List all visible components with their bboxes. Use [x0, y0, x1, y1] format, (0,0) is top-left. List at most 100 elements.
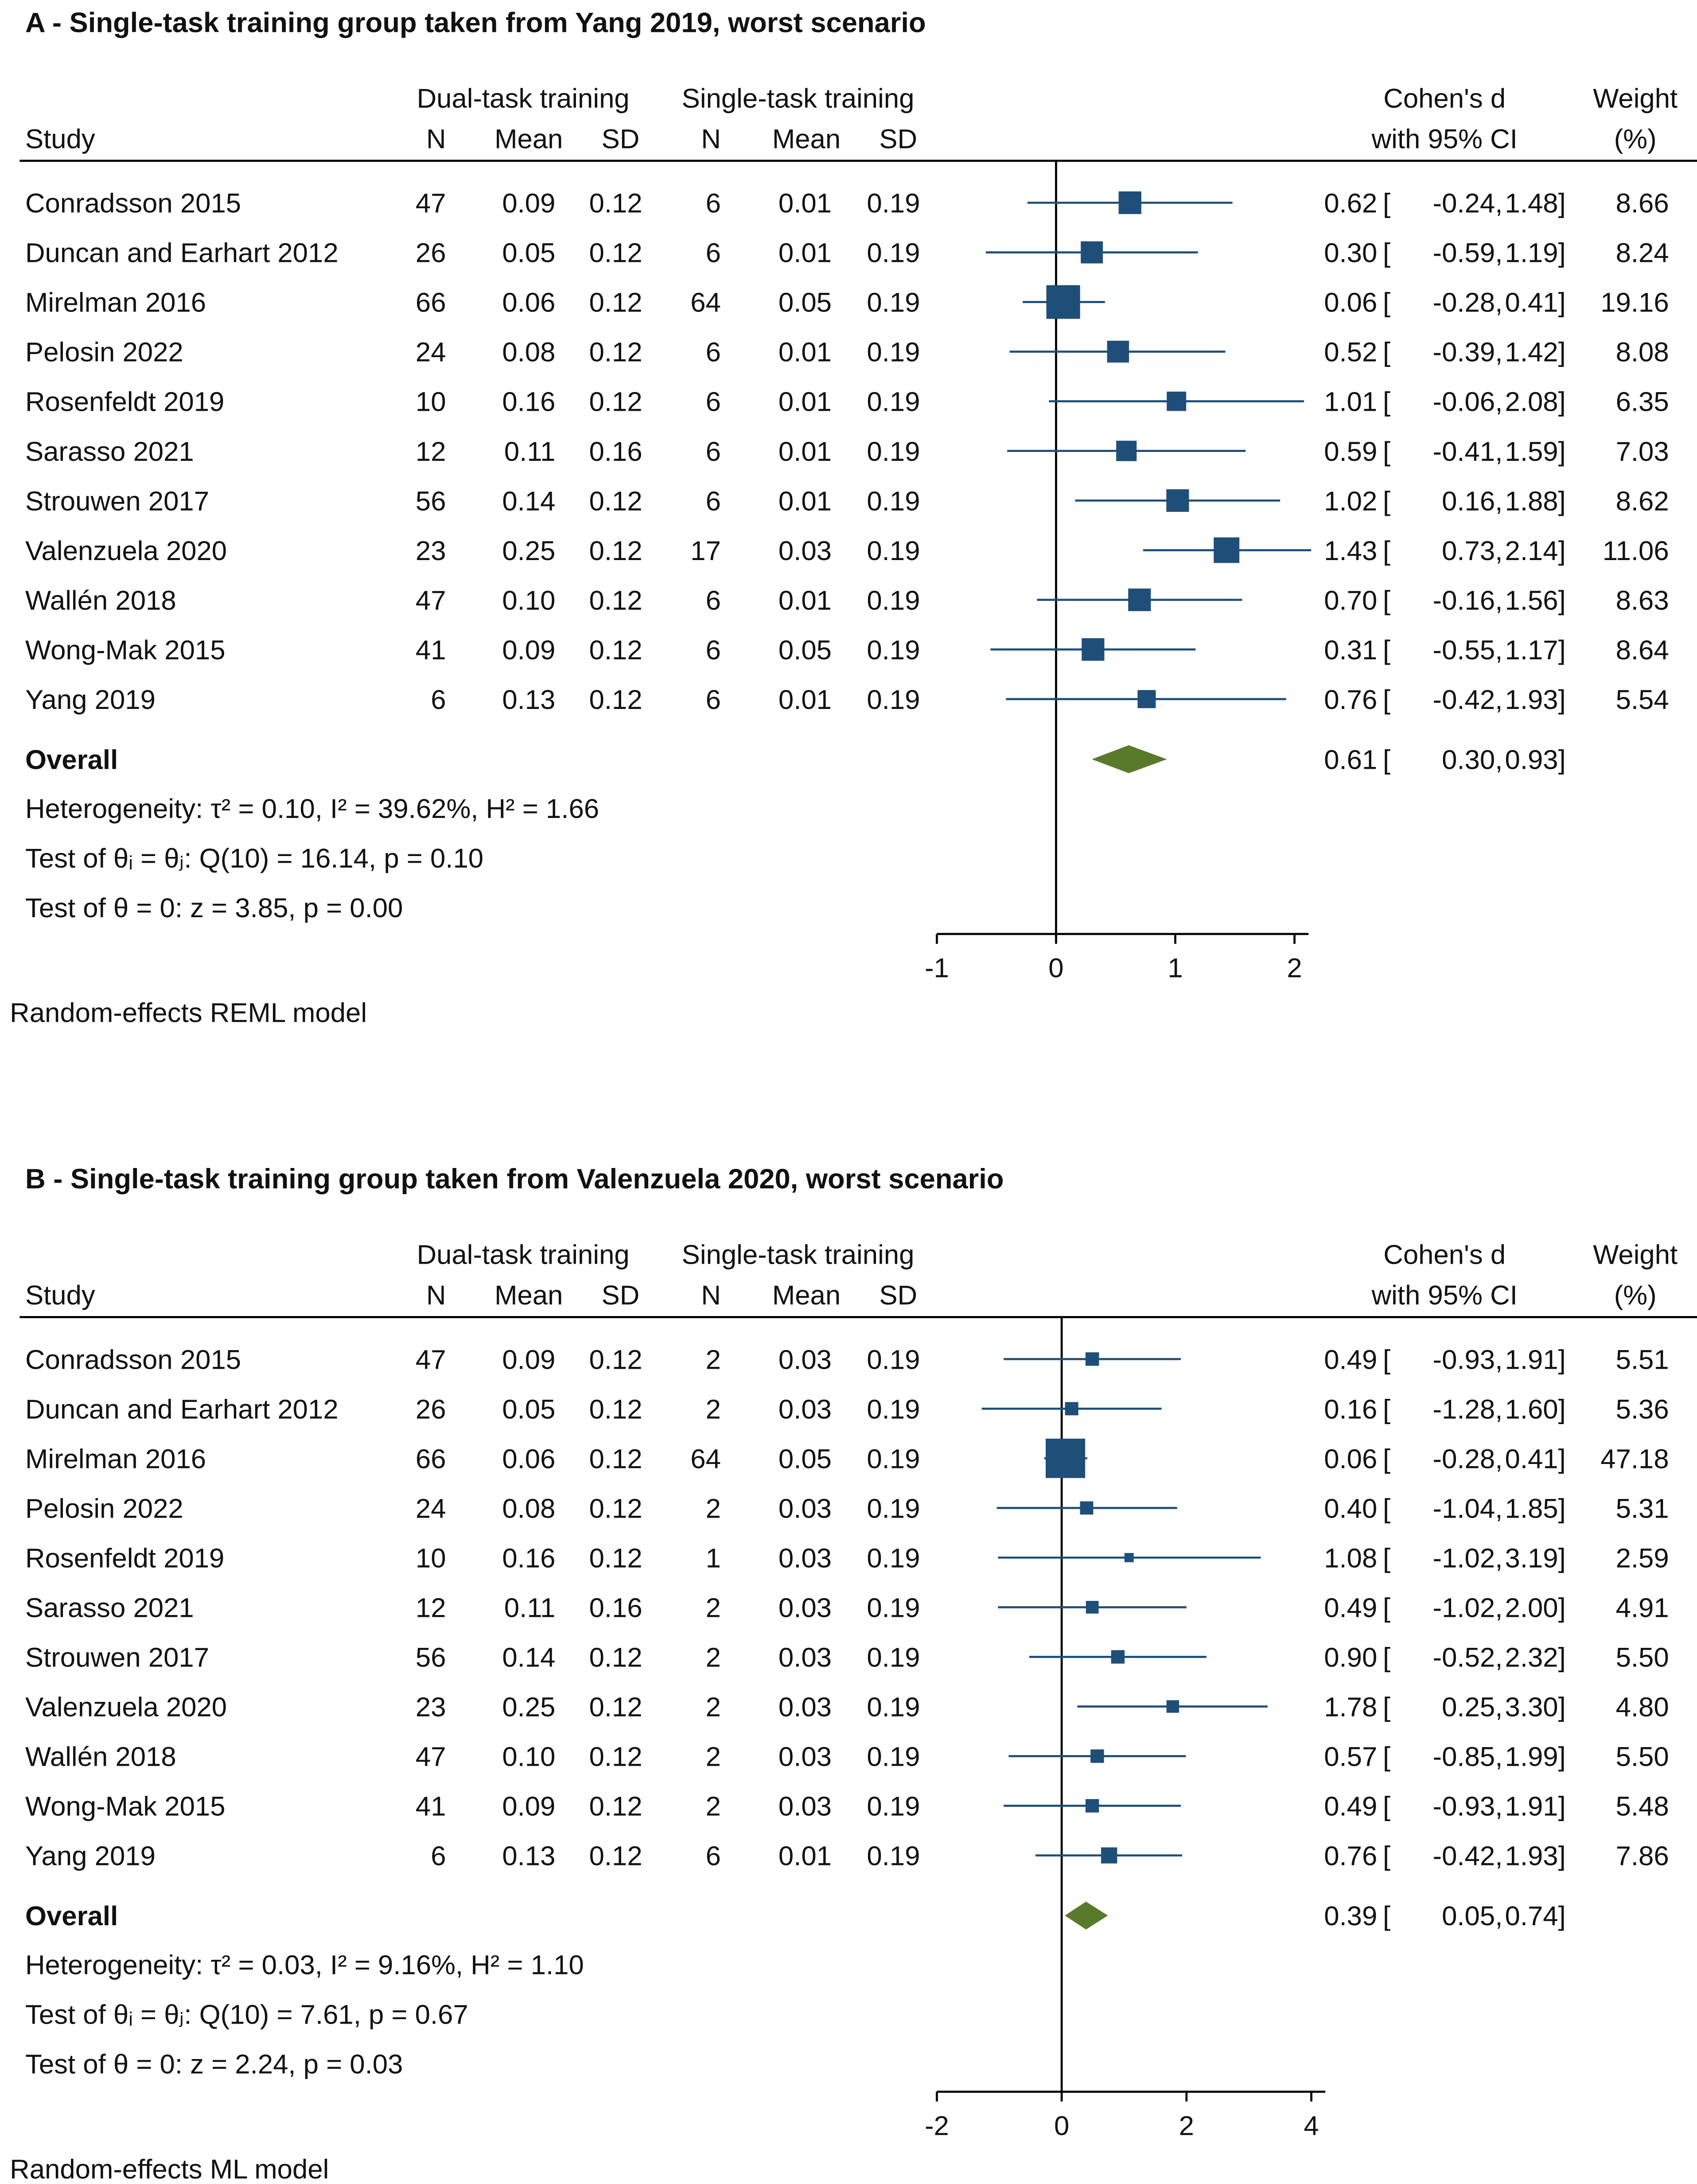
x-tick-label: -2	[925, 2111, 949, 2141]
bracket-open: [	[1383, 188, 1390, 219]
header-weight-unit: (%)	[1614, 1280, 1657, 1311]
x-tick-label: 0	[1054, 2111, 1069, 2141]
n-dual: 10	[416, 387, 446, 417]
study-name: Mirelman 2016	[25, 1444, 206, 1474]
weight-value: 5.31	[1616, 1493, 1669, 1524]
comma: ,	[1495, 1344, 1502, 1375]
n-single: 6	[706, 585, 721, 616]
overall-label: Overall	[25, 1901, 118, 1931]
effect-marker	[1046, 1438, 1086, 1478]
comma: ,	[1495, 238, 1502, 269]
heterogeneity-stat: Test of θᵢ = θⱼ: Q(10) = 7.61, p = 0.67	[25, 2000, 468, 2030]
study-name: Strouwen 2017	[25, 486, 209, 517]
mean-single: 0.01	[778, 387, 832, 417]
n-dual: 47	[416, 1742, 446, 1772]
n-dual: 6	[431, 1841, 446, 1872]
bracket-close: ]	[1558, 1444, 1566, 1474]
mean-dual: 0.05	[502, 1394, 555, 1425]
effect-marker	[1166, 489, 1189, 512]
sd-dual: 0.12	[589, 585, 642, 616]
mean-single: 0.01	[778, 436, 832, 467]
overall-diamond	[1065, 1901, 1108, 1930]
study-name: Conradsson 2015	[25, 1344, 241, 1375]
bracket-open: [	[1383, 1692, 1390, 1723]
comma: ,	[1495, 288, 1502, 318]
study-name: Sarasso 2021	[25, 436, 194, 467]
effect-marker	[1214, 537, 1240, 563]
n-single: 17	[690, 536, 721, 566]
ci-lower: -1.02	[1433, 1543, 1495, 1573]
sd-single: 0.19	[867, 1692, 920, 1723]
study-row: Strouwen 2017 56 0.14 0.12 6 0.01 0.19 1.02[0.1…	[25, 486, 1669, 517]
sd-dual: 0.16	[589, 1593, 642, 1623]
n-single: 2	[706, 1791, 721, 1822]
header-n-single: N	[701, 124, 721, 155]
ci-lower: 0.16	[1442, 486, 1495, 517]
x-tick-label: -1	[925, 953, 949, 984]
weight-value: 5.50	[1616, 1742, 1669, 1772]
study-row: Yang 2019 6 0.13 0.12 6 0.01 0.19 0.76[-0.42, 1.…	[25, 685, 1669, 715]
study-name: Conradsson 2015	[25, 188, 241, 219]
header-mean-single: Mean	[772, 124, 841, 155]
mean-single: 0.01	[778, 1841, 832, 1872]
weight-value: 47.18	[1600, 1444, 1669, 1474]
bracket-close: ]	[1558, 486, 1566, 517]
study-name: Sarasso 2021	[25, 1593, 194, 1623]
bracket-open: [	[1383, 536, 1390, 566]
weight-value: 2.59	[1616, 1543, 1669, 1573]
x-tick-label: 0	[1048, 953, 1063, 984]
sd-single: 0.19	[867, 1593, 920, 1623]
bracket-open: [	[1383, 1394, 1390, 1425]
study-row: Valenzuela 2020 23 0.25 0.12 2 0.03 0.19 1.78[0…	[25, 1692, 1669, 1723]
ci-lower: -0.39	[1433, 337, 1495, 368]
study-row: Rosenfeldt 2019 10 0.16 0.12 6 0.01 0.19 1.01[-…	[25, 387, 1669, 417]
n-single: 64	[690, 1444, 721, 1474]
effect-size: 0.49	[1324, 1791, 1377, 1822]
weight-value: 19.16	[1600, 288, 1669, 318]
study-row: Conradsson 2015 47 0.09 0.12 2 0.03 0.19 0.49[-…	[25, 1344, 1669, 1375]
weight-value: 11.06	[1603, 536, 1669, 566]
ci-upper: 1.88	[1505, 486, 1558, 517]
header-n-dual: N	[426, 124, 446, 155]
bracket-open: [	[1383, 745, 1390, 775]
bracket-close: ]	[1558, 1643, 1566, 1673]
mean-dual: 0.09	[502, 1344, 555, 1375]
heterogeneity-stat: Test of θ = 0: z = 2.24, p = 0.03	[25, 2049, 403, 2080]
ci-upper: 1.17	[1505, 635, 1558, 666]
comma: ,	[1495, 1593, 1502, 1623]
weight-value: 8.08	[1616, 337, 1669, 368]
study-name: Mirelman 2016	[25, 288, 206, 318]
mean-single: 0.01	[778, 486, 832, 517]
study-name: Pelosin 2022	[25, 1493, 183, 1524]
effect-size: 0.49	[1324, 1344, 1377, 1375]
sd-dual: 0.12	[589, 486, 642, 517]
study-row: Pelosin 2022 24 0.08 0.12 6 0.01 0.19 0.52[-0.3…	[25, 337, 1669, 368]
header-sd-single: SD	[879, 1280, 917, 1311]
ci-upper: 1.60	[1505, 1394, 1558, 1425]
header-single-task: Single-task training	[682, 83, 915, 114]
mean-single: 0.05	[778, 288, 832, 318]
ci-upper: 1.93	[1505, 685, 1558, 715]
mean-single: 0.05	[778, 635, 832, 666]
mean-single: 0.03	[778, 1543, 832, 1573]
bracket-close: ]	[1558, 745, 1566, 775]
bracket-open: [	[1383, 387, 1390, 417]
n-single: 2	[706, 1643, 721, 1673]
n-dual: 41	[416, 635, 446, 666]
n-single: 6	[706, 188, 721, 219]
effect-marker	[1107, 340, 1129, 363]
effect-size: 0.57	[1324, 1742, 1377, 1772]
mean-dual: 0.06	[502, 1444, 555, 1474]
n-dual: 24	[416, 337, 446, 368]
effect-size: 0.90	[1324, 1643, 1377, 1673]
effect-size: 0.16	[1324, 1394, 1377, 1425]
comma: ,	[1495, 1643, 1502, 1673]
ci-upper: 1.91	[1505, 1344, 1558, 1375]
study-name: Valenzuela 2020	[25, 1692, 227, 1723]
effect-size: 1.43	[1324, 536, 1377, 566]
x-tick-label: 4	[1304, 2111, 1319, 2141]
bracket-close: ]	[1558, 1593, 1566, 1623]
bracket-open: [	[1383, 486, 1390, 517]
sd-dual: 0.12	[589, 1344, 642, 1375]
ci-upper: 1.59	[1505, 436, 1558, 467]
